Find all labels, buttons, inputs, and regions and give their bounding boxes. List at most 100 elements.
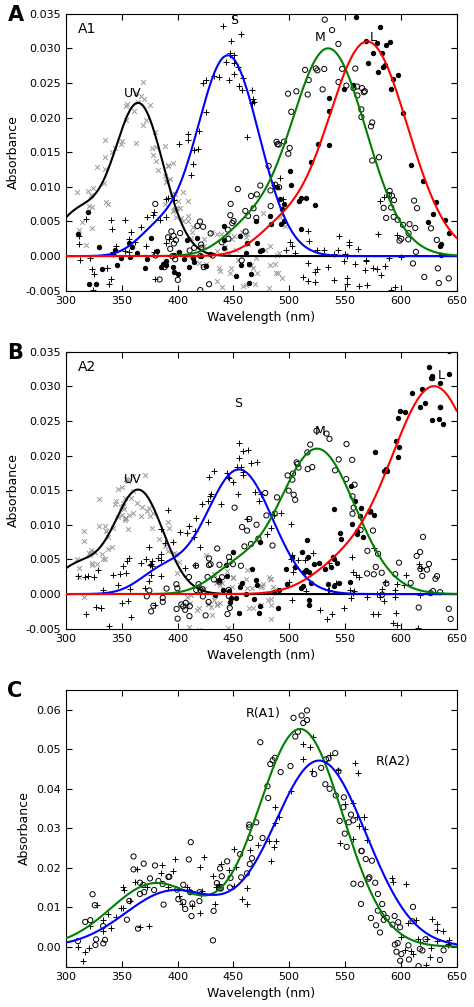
Point <box>89 557 96 573</box>
Point <box>119 497 127 514</box>
Point <box>332 787 339 804</box>
Point <box>243 511 250 527</box>
Point <box>151 857 159 873</box>
Point <box>152 271 159 287</box>
Point <box>341 81 348 97</box>
Point <box>108 919 115 936</box>
Point <box>307 575 314 591</box>
Point <box>91 937 99 953</box>
Point <box>396 403 404 419</box>
Point <box>172 232 180 248</box>
Point <box>150 245 158 261</box>
Point <box>290 486 298 502</box>
Point <box>216 557 223 573</box>
Point <box>415 599 422 615</box>
Point <box>225 588 233 604</box>
Point <box>205 468 213 484</box>
Point <box>225 470 233 486</box>
Point <box>127 581 134 597</box>
Point <box>161 167 168 183</box>
Point <box>284 467 292 483</box>
Point <box>140 91 147 107</box>
Point <box>202 257 210 273</box>
Point <box>163 174 170 190</box>
Point <box>176 136 183 152</box>
Point <box>199 581 206 597</box>
Point <box>230 212 237 229</box>
Point <box>288 548 296 564</box>
Point <box>370 45 377 61</box>
Point <box>311 274 319 290</box>
Point <box>124 522 132 538</box>
Point <box>90 295 98 311</box>
Point <box>437 375 444 391</box>
Point <box>146 582 153 598</box>
Point <box>314 136 322 152</box>
Point <box>173 200 181 217</box>
Point <box>119 879 127 895</box>
Point <box>390 615 397 631</box>
Point <box>119 899 127 915</box>
Point <box>90 180 97 196</box>
Point <box>277 217 285 233</box>
Point <box>208 598 215 614</box>
Point <box>267 215 274 232</box>
Point <box>392 433 400 449</box>
Point <box>435 411 443 427</box>
Point <box>218 569 226 585</box>
Point <box>271 256 278 272</box>
Point <box>108 271 115 287</box>
Point <box>129 505 137 521</box>
Point <box>187 595 194 611</box>
Point <box>186 598 193 614</box>
Point <box>253 186 261 202</box>
Point <box>118 479 126 495</box>
Point <box>401 942 409 958</box>
Point <box>291 559 299 575</box>
Point <box>163 191 170 207</box>
Point <box>161 138 169 154</box>
Point <box>271 177 278 193</box>
Point <box>158 568 165 584</box>
Point <box>180 877 187 893</box>
Point <box>198 882 206 898</box>
Point <box>246 830 254 846</box>
Point <box>188 230 195 246</box>
Point <box>399 106 407 122</box>
Point <box>226 44 233 60</box>
Point <box>164 157 172 173</box>
Point <box>304 87 311 103</box>
Point <box>204 596 211 612</box>
Point <box>438 236 445 252</box>
Point <box>103 260 110 276</box>
Point <box>370 566 378 582</box>
Point <box>146 540 153 556</box>
Point <box>256 244 264 260</box>
Point <box>182 602 189 618</box>
Point <box>195 576 202 592</box>
Point <box>141 580 148 596</box>
Point <box>169 259 177 275</box>
Point <box>184 208 192 225</box>
Point <box>380 593 388 609</box>
Point <box>213 226 220 242</box>
Point <box>237 257 245 273</box>
Point <box>213 875 220 891</box>
Point <box>233 459 240 475</box>
Point <box>127 249 134 265</box>
Point <box>374 546 382 562</box>
Point <box>176 200 184 217</box>
Point <box>230 66 238 83</box>
Point <box>101 132 109 148</box>
Point <box>427 221 435 237</box>
Point <box>154 162 162 178</box>
Point <box>358 843 365 859</box>
Point <box>351 476 358 492</box>
Point <box>392 944 400 960</box>
Point <box>353 79 361 95</box>
Point <box>120 500 128 517</box>
Point <box>80 589 87 605</box>
Point <box>407 575 414 591</box>
Point <box>118 250 125 266</box>
Point <box>243 865 251 881</box>
